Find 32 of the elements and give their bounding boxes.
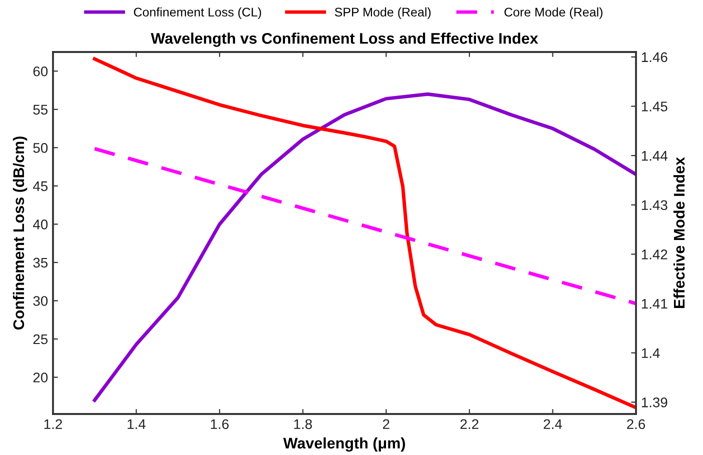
legend-label: SPP Mode (Real) [334, 7, 431, 20]
x-tick-label: 2 [382, 419, 390, 429]
y-tick-label: 30 [33, 296, 48, 306]
x-tick-label: 2.4 [544, 419, 562, 429]
y-tick-label: 20 [33, 372, 48, 382]
y-tick-label: 35 [33, 258, 48, 268]
x-axis-title: Wavelength (μm) [283, 437, 405, 452]
x-tick-label: 1.2 [44, 419, 62, 429]
y2-tick-label: 1.46 [642, 52, 668, 62]
x-tick-label: 1.6 [210, 419, 229, 430]
y2-tick-label: 1.41 [642, 299, 668, 309]
y-tick-label: 25 [33, 334, 48, 344]
chart-title: Wavelength vs Confinement Loss and Effective Index [150, 32, 538, 47]
y2-tick-label: 1.43 [642, 200, 668, 210]
x-tick-label: 1.4 [128, 419, 146, 429]
y2-tick-label: 1.44 [642, 151, 668, 161]
legend-label: Confinement Loss (CL) [134, 7, 262, 20]
y-tick-label: 50 [33, 143, 48, 153]
y-axis-title: Confinement Loss (dB/cm) [12, 136, 28, 330]
x-tick-label: 1.8 [294, 419, 312, 430]
y-tick-label: 45 [33, 181, 48, 192]
y2-tick-label: 1.45 [642, 102, 668, 112]
y-tick-label: 55 [33, 104, 48, 115]
x-tick-label: 2.6 [627, 419, 646, 430]
y-tick-label: 60 [33, 66, 48, 76]
y-tick-label: 40 [33, 220, 48, 230]
legend-label: Core Mode (Real) [504, 7, 602, 20]
y2-axis-title: Effective Mode Index [673, 157, 685, 308]
y2-tick-label: 1.42 [642, 250, 668, 260]
y2-tick-label: 1.4 [642, 348, 660, 358]
y2-tick-label: 1.39 [642, 398, 668, 408]
x-tick-label: 2.2 [460, 419, 478, 429]
